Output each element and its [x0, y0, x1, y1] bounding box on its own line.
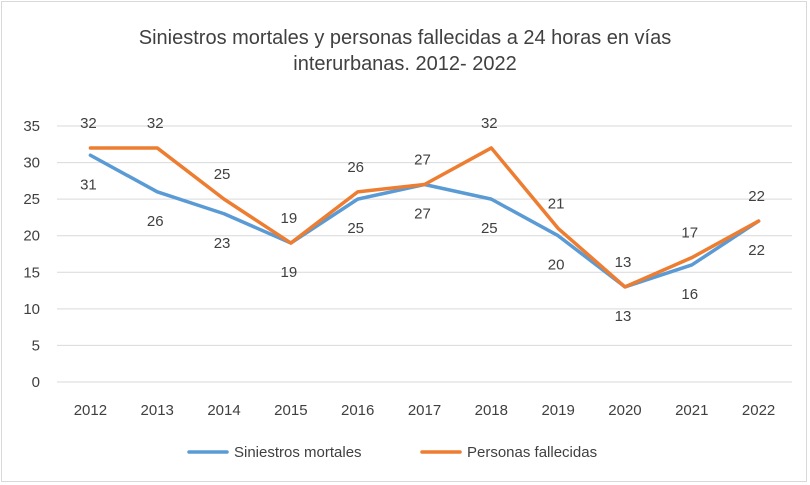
data-label: 32 [147, 115, 164, 132]
series-lines [88, 146, 761, 289]
x-tick-label: 2015 [274, 402, 307, 419]
data-label: 32 [481, 115, 498, 132]
x-tick-label: 2019 [541, 402, 574, 419]
data-label: 13 [615, 308, 632, 325]
data-label: 17 [681, 225, 698, 242]
y-tick-label: 0 [32, 374, 40, 391]
legend-label: Personas fallecidas [467, 444, 597, 461]
data-label: 22 [748, 188, 765, 205]
data-label: 22 [748, 242, 765, 259]
y-tick-label: 15 [23, 264, 40, 281]
y-tick-label: 5 [32, 337, 40, 354]
data-label: 13 [615, 254, 632, 271]
chart-title-line-1: Siniestros mortales y personas fallecida… [139, 27, 672, 49]
data-label: 25 [214, 166, 231, 183]
y-tick-label: 20 [23, 228, 40, 245]
y-tick-label: 25 [23, 191, 40, 208]
data-label: 26 [347, 159, 364, 176]
y-axis-ticks: 0 5 10 15 20 25 30 35 [23, 118, 40, 391]
x-tick-label: 2014 [207, 402, 240, 419]
x-tick-label: 2022 [742, 402, 775, 419]
data-label: 23 [214, 235, 231, 252]
x-tick-label: 2020 [608, 402, 641, 419]
x-tick-label: 2013 [141, 402, 174, 419]
data-label: 27 [414, 152, 431, 169]
x-axis-ticks: 2012 2013 2014 2015 2016 2017 2018 2019 2020 2021… [74, 402, 776, 419]
x-tick-label: 2018 [475, 402, 508, 419]
x-tick-label: 2016 [341, 402, 374, 419]
chart-title: Siniestros mortales y personas fallecida… [139, 27, 672, 75]
x-tick-label: 2012 [74, 402, 107, 419]
y-tick-label: 30 [23, 155, 40, 172]
chart-title-line-2: interurbanas. 2012- 2022 [293, 53, 517, 75]
y-tick-label: 10 [23, 301, 40, 318]
data-label: 19 [281, 264, 298, 281]
data-labels: 31 26 23 19 25 27 25 20 13 16 22 32 32 25 19 26 27 32 21 13… [80, 115, 765, 325]
data-label: 20 [548, 257, 565, 274]
data-label: 31 [80, 176, 97, 193]
data-label: 26 [147, 213, 164, 230]
legend-label: Siniestros mortales [234, 444, 362, 461]
data-label: 21 [548, 195, 565, 212]
data-label: 25 [347, 220, 364, 237]
y-tick-label: 35 [23, 118, 40, 135]
data-label: 16 [681, 286, 698, 303]
x-tick-label: 2017 [408, 402, 441, 419]
legend: Siniestros mortales Personas fallecidas [187, 444, 597, 461]
data-label: 19 [281, 210, 298, 227]
x-tick-label: 2021 [675, 402, 708, 419]
data-label: 27 [414, 206, 431, 223]
data-label: 32 [80, 115, 97, 132]
data-label: 25 [481, 220, 498, 237]
